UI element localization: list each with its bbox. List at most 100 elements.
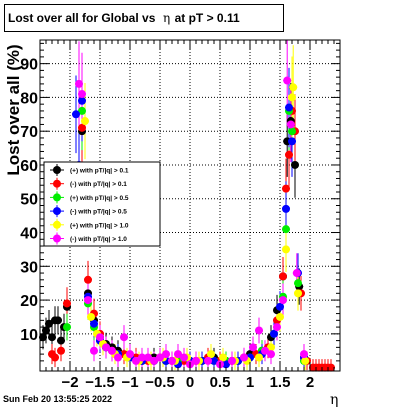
data-point-s2 (63, 323, 71, 332)
data-point-s1 (285, 150, 293, 159)
y-tick-label: 90 (20, 57, 38, 74)
data-point-s3 (270, 329, 278, 338)
data-point-s1 (63, 299, 71, 308)
y-tick-label: 60 (20, 158, 38, 175)
legend-marker (53, 166, 61, 174)
x-axis-label: η (330, 392, 339, 408)
y-tick-label: 30 (20, 259, 38, 276)
y-tick-label: 40 (20, 226, 38, 243)
legend-label: (+) with pT/|q| > 1.0 (70, 222, 129, 229)
chart-title: Lost over all for Global vs η at pT > 0.… (4, 4, 284, 32)
data-point-s5 (286, 120, 295, 129)
data-point-s5 (180, 353, 188, 362)
data-point-s2 (288, 127, 296, 136)
data-point-s5 (156, 353, 164, 362)
x-tick-label: 0 (186, 374, 194, 391)
data-point-s5 (108, 346, 116, 355)
legend-label: (+) with pT/|q| > 0.5 (70, 195, 129, 202)
x-tick-label: 2 (306, 374, 314, 391)
legend-box (43, 161, 161, 247)
data-point-s5 (114, 353, 122, 362)
data-point-s3 (276, 302, 284, 311)
legend-label: (-) with pT/|q| > 0.1 (70, 181, 127, 188)
y-tick-label: 20 (20, 293, 38, 310)
data-point-s5 (126, 350, 134, 359)
title-suffix: at pT > 0.11 (174, 11, 240, 25)
x-tick-label: 1 (246, 374, 254, 391)
y-axis-label: Lost over all (%) (4, 44, 23, 176)
data-point-s5 (138, 353, 146, 362)
legend: (+) with pT/|q| > 0.1 (-) with pT/|q| > 0… (43, 161, 161, 247)
data-point-s1 (51, 353, 59, 362)
data-point-s4 (288, 93, 296, 102)
legend-marker (53, 220, 61, 229)
data-point-s3 (282, 204, 290, 213)
y-tick-label: 70 (20, 124, 38, 141)
y-tick-label: 10 (20, 327, 38, 344)
data-points (39, 76, 335, 372)
data-point-s5 (78, 90, 86, 99)
data-point-s4 (87, 312, 95, 321)
data-point-s0 (45, 319, 53, 328)
data-point-s4 (219, 353, 227, 362)
data-point-s3 (210, 356, 218, 365)
legend-marker (53, 207, 61, 216)
x-tick-label: 1.5 (270, 374, 291, 391)
data-point-s1 (327, 363, 335, 372)
data-point-s0 (57, 336, 65, 345)
data-point-s5 (102, 343, 110, 352)
data-point-s5 (150, 356, 158, 365)
data-point-s5 (249, 343, 257, 352)
data-point-s5 (273, 323, 281, 332)
data-point-s3 (288, 137, 296, 146)
data-point-s5 (261, 346, 269, 355)
data-point-s1 (279, 272, 287, 281)
data-point-s5 (144, 353, 152, 362)
x-tick-label: 0.5 (210, 374, 231, 391)
data-point-s4 (255, 353, 263, 362)
axis-tick-labels: −2 −1.5 −1 −0.5 0 0.5 1 1.5 2 10 20 30 40 50 60 70 80 90 (20, 57, 314, 391)
data-point-s5 (283, 76, 292, 85)
data-point-s5 (228, 356, 236, 365)
x-tick-label: −1.5 (85, 374, 115, 391)
data-point-s4 (81, 117, 89, 126)
axis-ticks (40, 40, 340, 371)
data-point-s1 (57, 346, 65, 355)
data-point-s2 (78, 106, 86, 115)
x-tick-label: −0.5 (145, 374, 175, 391)
data-point-s5 (174, 350, 182, 359)
y-tick-label: 50 (20, 192, 38, 209)
data-point-s5 (120, 333, 128, 342)
data-point-s4 (294, 289, 302, 298)
data-point-s5 (96, 333, 104, 342)
legend-label: (+) with pT/|q| > 0.1 (70, 168, 129, 175)
data-point-s5 (204, 356, 212, 365)
data-point-s2 (282, 225, 290, 234)
data-point-s5 (240, 353, 248, 362)
legend-marker (53, 179, 61, 188)
data-point-s4 (276, 312, 284, 321)
legend-label: (-) with pT/|q| > 0.5 (70, 209, 127, 216)
data-point-s1 (78, 123, 86, 132)
data-point-s3 (90, 319, 98, 328)
title-prefix: Lost over all for Global vs (8, 11, 156, 25)
data-point-s5 (279, 296, 287, 305)
data-point-s0 (39, 333, 47, 342)
legend-marker (53, 193, 61, 202)
title-eta-symbol: η (163, 11, 171, 25)
data-point-s4 (207, 350, 215, 359)
data-point-s0 (42, 326, 50, 335)
data-point-s5 (84, 296, 92, 305)
footer-timestamp: Sun Feb 20 13:55:25 2022 (3, 394, 113, 404)
data-point-s5 (267, 350, 275, 359)
data-point-s0 (48, 333, 56, 342)
legend-marker (53, 234, 61, 243)
data-point-s5 (75, 79, 83, 88)
data-point-s0 (291, 160, 299, 169)
x-tick-label: −2 (61, 374, 78, 391)
data-point-s4 (289, 83, 298, 92)
data-point-s3 (78, 96, 86, 105)
data-point-s5 (300, 350, 308, 359)
data-point-s5 (90, 346, 98, 355)
